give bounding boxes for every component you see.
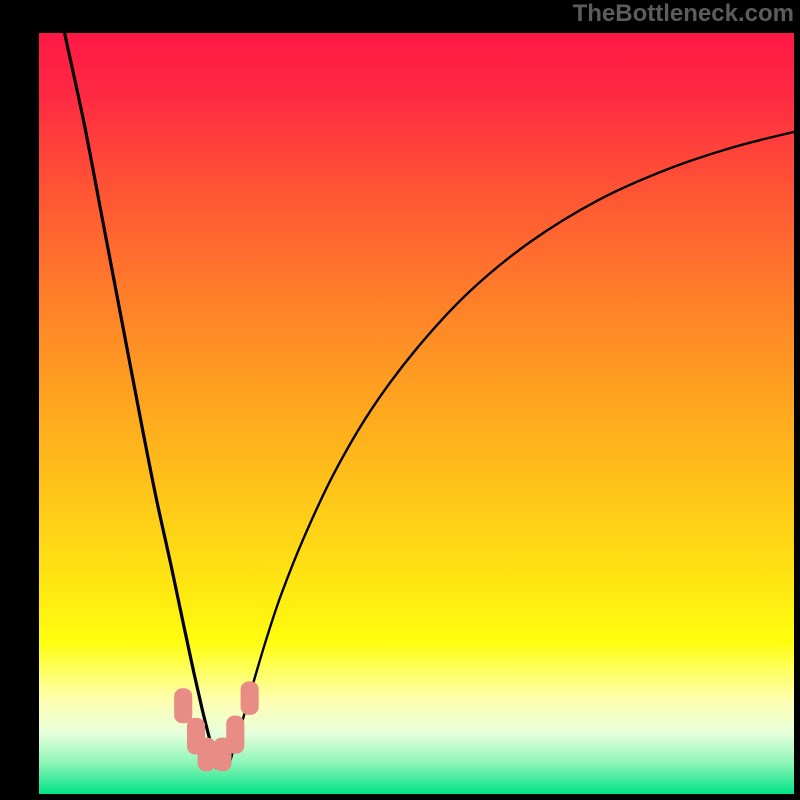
chart-background <box>39 33 794 794</box>
data-marker <box>174 688 192 723</box>
data-marker <box>241 681 259 714</box>
data-marker <box>226 716 244 754</box>
data-marker <box>198 738 216 771</box>
bottleneck-chart <box>0 0 800 800</box>
